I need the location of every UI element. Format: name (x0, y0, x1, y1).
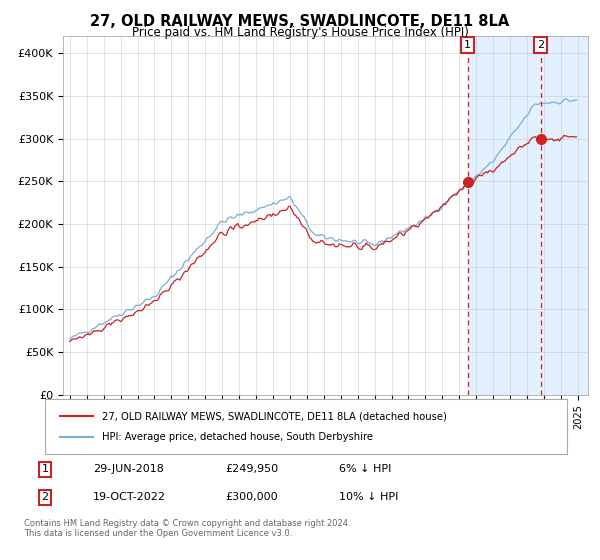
Text: £249,950: £249,950 (225, 464, 278, 474)
Text: 2: 2 (537, 40, 544, 50)
Text: Contains HM Land Registry data © Crown copyright and database right 2024.: Contains HM Land Registry data © Crown c… (24, 519, 350, 528)
Text: This data is licensed under the Open Government Licence v3.0.: This data is licensed under the Open Gov… (24, 529, 292, 538)
Text: 27, OLD RAILWAY MEWS, SWADLINCOTE, DE11 8LA: 27, OLD RAILWAY MEWS, SWADLINCOTE, DE11 … (91, 14, 509, 29)
Text: 1: 1 (464, 40, 471, 50)
Text: Price paid vs. HM Land Registry's House Price Index (HPI): Price paid vs. HM Land Registry's House … (131, 26, 469, 39)
Text: 29-JUN-2018: 29-JUN-2018 (93, 464, 164, 474)
Text: £300,000: £300,000 (225, 492, 278, 502)
Bar (468, 36, 592, 395)
Text: 2: 2 (41, 492, 49, 502)
Text: 1: 1 (41, 464, 49, 474)
Text: HPI: Average price, detached house, South Derbyshire: HPI: Average price, detached house, Sout… (102, 432, 373, 442)
Text: 10% ↓ HPI: 10% ↓ HPI (339, 492, 398, 502)
Text: 19-OCT-2022: 19-OCT-2022 (93, 492, 166, 502)
Text: 27, OLD RAILWAY MEWS, SWADLINCOTE, DE11 8LA (detached house): 27, OLD RAILWAY MEWS, SWADLINCOTE, DE11 … (102, 411, 447, 421)
Text: 6% ↓ HPI: 6% ↓ HPI (339, 464, 391, 474)
